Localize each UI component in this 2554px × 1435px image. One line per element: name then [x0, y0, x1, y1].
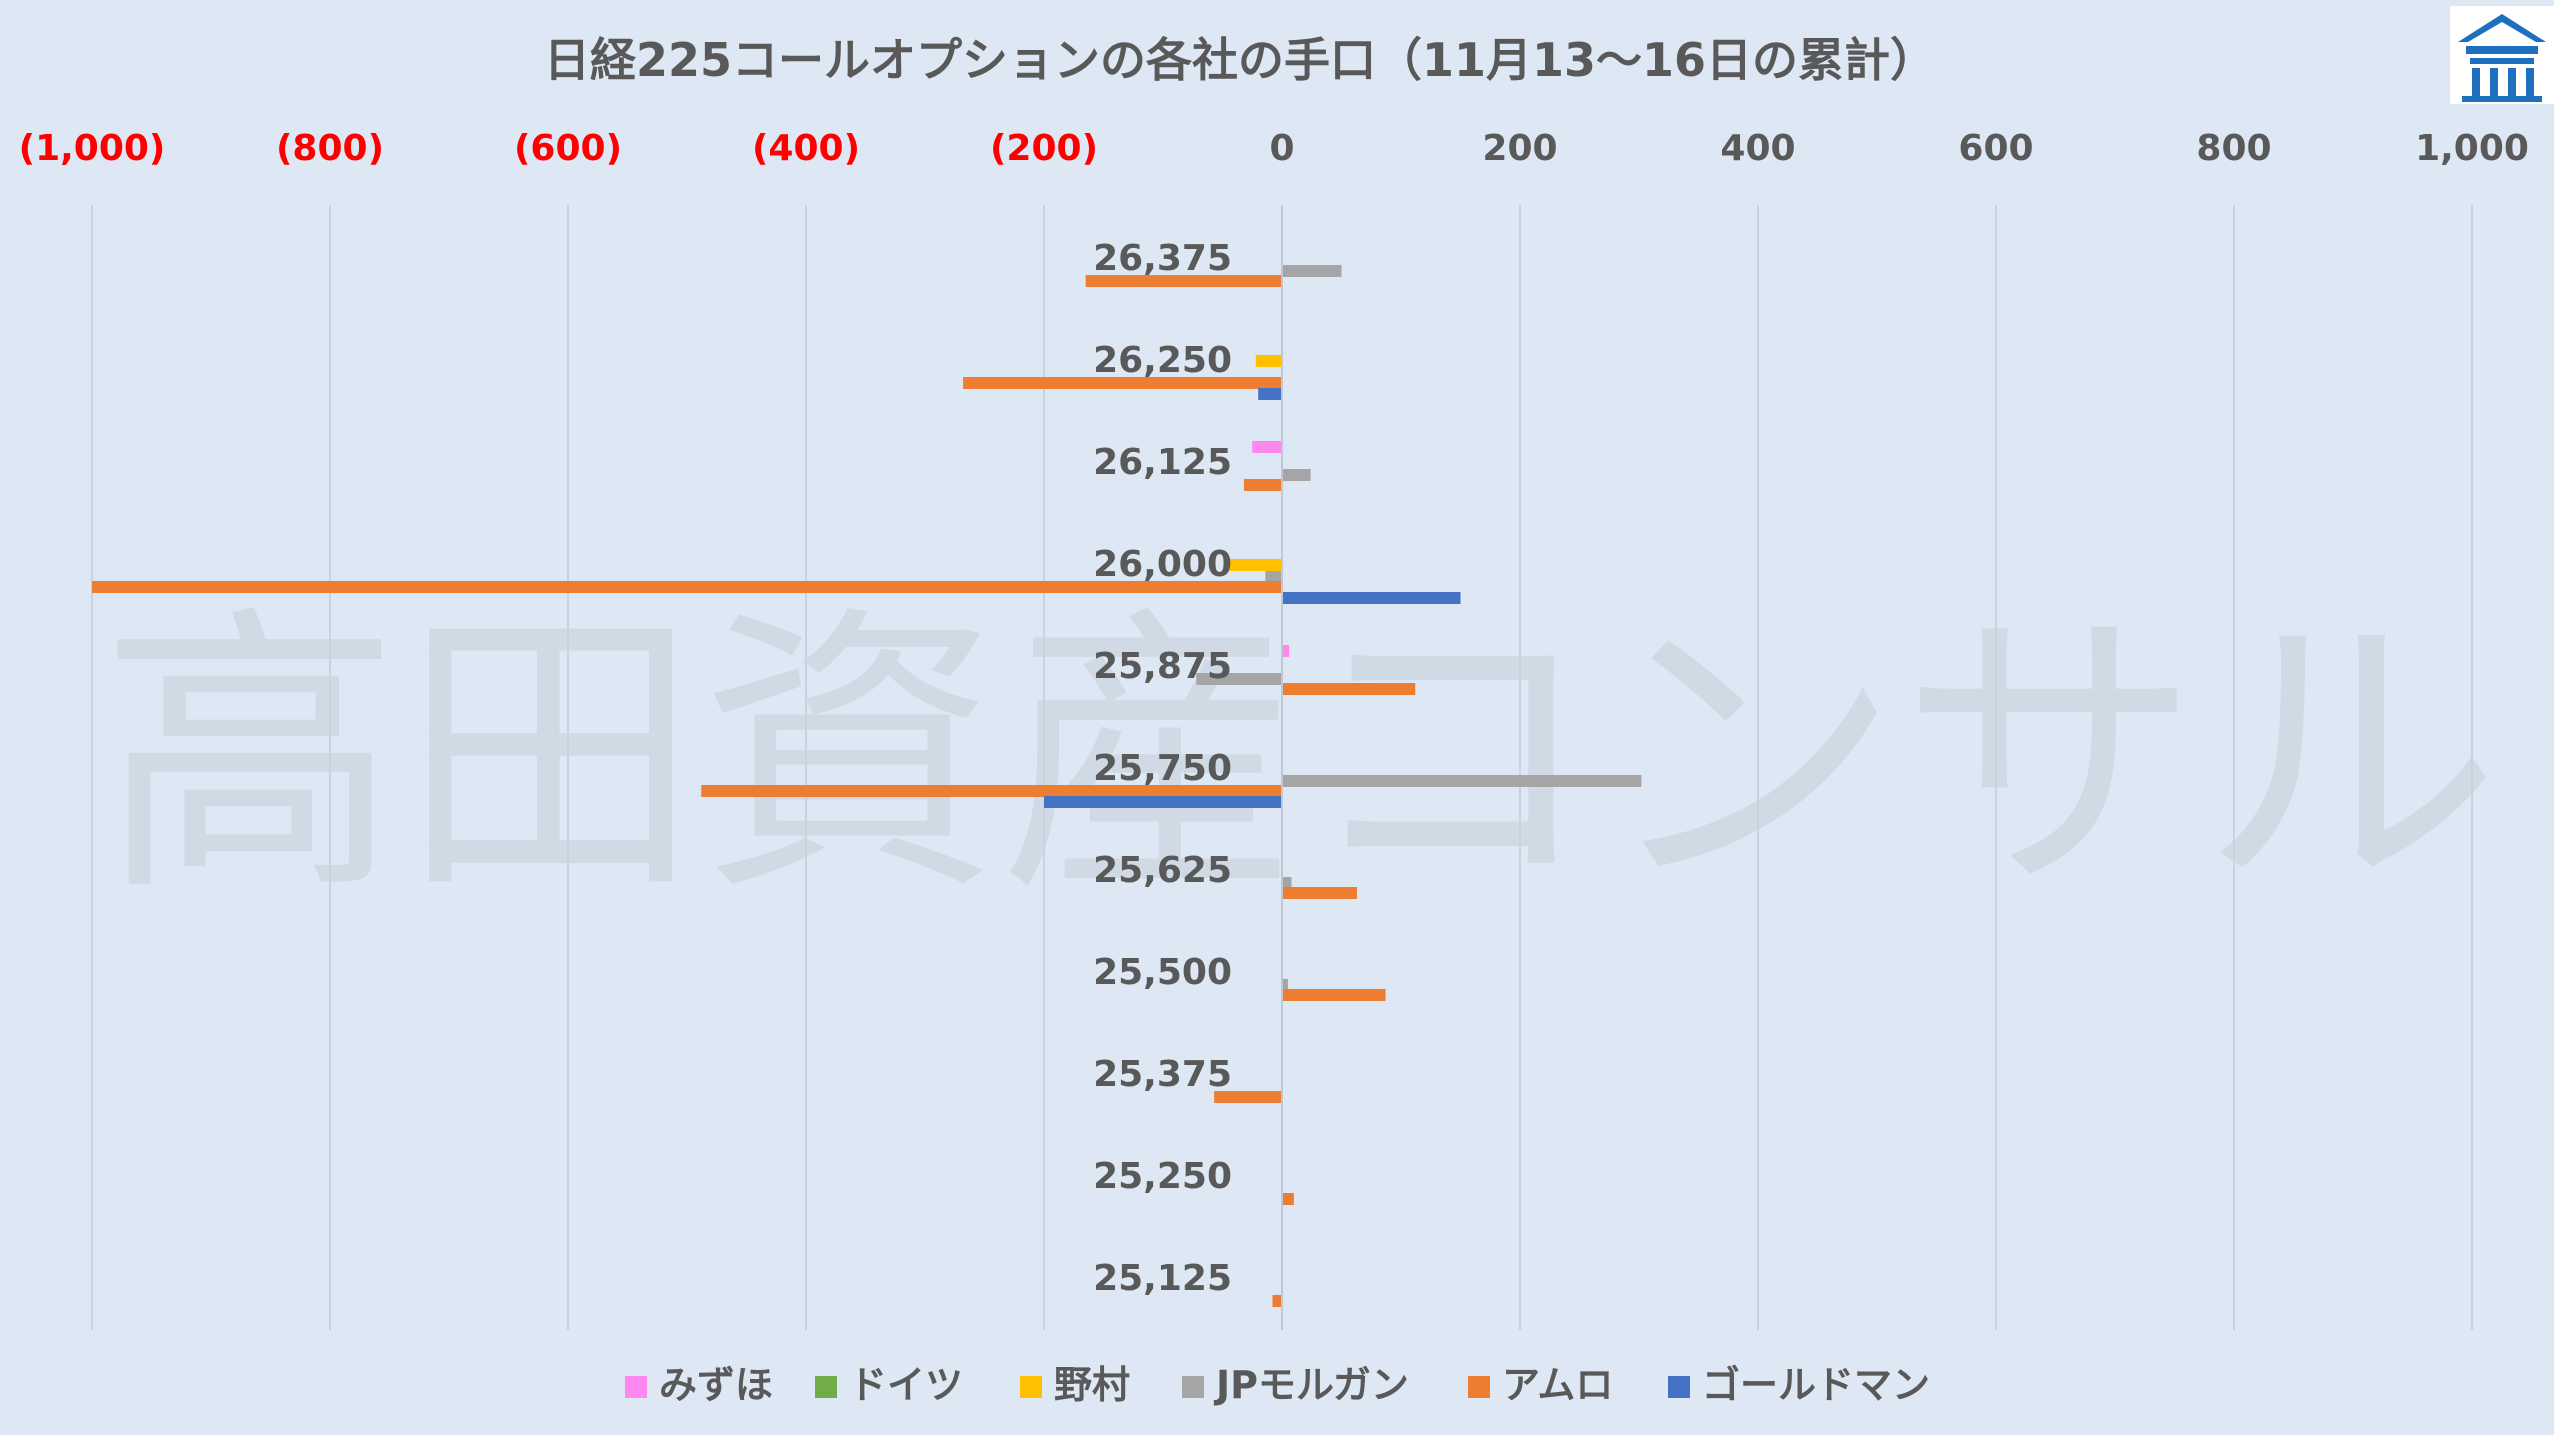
- x-tick-label: 200: [1482, 128, 1557, 169]
- bar-アムロ: [1085, 275, 1282, 287]
- bar-アムロ: [1282, 683, 1416, 695]
- chart-title: 日経225コールオプションの各社の手口（11月13〜16日の累計）: [544, 33, 1936, 87]
- x-tick-label: (800): [276, 128, 384, 169]
- bar-アムロ: [1272, 1295, 1282, 1307]
- bar-野村: [1228, 559, 1282, 571]
- legend-label: 野村: [1054, 1363, 1130, 1407]
- category-label: 25,125: [1093, 1258, 1232, 1299]
- bar-ゴールドマン: [1044, 796, 1282, 808]
- x-tick-label: 600: [1958, 128, 2033, 169]
- legend: みずほ ドイツ 野村 JPモルガン アムロ ゴールドマン: [625, 1363, 1930, 1407]
- bar-アムロ: [1243, 479, 1282, 491]
- bar-ゴールドマン: [1282, 592, 1461, 604]
- category-labels: 26,375 26,250 26,125 26,000 25,875 25,750 25,6…: [1093, 238, 1232, 1299]
- category-label: 25,875: [1093, 646, 1232, 687]
- category-label: 26,000: [1093, 544, 1232, 585]
- legend-label: ドイツ: [849, 1363, 963, 1407]
- bar-アムロ: [1214, 1091, 1282, 1103]
- category-label: 25,500: [1093, 952, 1232, 993]
- legend-label: みずほ: [659, 1363, 773, 1407]
- x-tick-label: 800: [2196, 128, 2271, 169]
- x-tick-label: 0: [1269, 128, 1294, 169]
- bar-JPモルガン: [1282, 265, 1342, 277]
- bar-みずほ: [1252, 441, 1282, 453]
- category-label: 25,375: [1093, 1054, 1232, 1095]
- bar-JPモルガン: [1265, 571, 1282, 583]
- category-label: 26,375: [1093, 238, 1232, 279]
- logo-icon: [2450, 6, 2554, 104]
- x-tick-label: (1,000): [19, 128, 166, 169]
- gridlines: [91, 205, 2473, 1330]
- legend-swatch: [815, 1376, 837, 1398]
- x-tick-label: 1,000: [2415, 128, 2529, 169]
- bar-みずほ: [1282, 645, 1290, 657]
- category-label: 26,250: [1093, 340, 1232, 381]
- bar-JPモルガン: [1282, 979, 1288, 991]
- legend-swatch: [1182, 1376, 1204, 1398]
- bar-アムロ: [701, 785, 1282, 797]
- legend-label: アムロ: [1502, 1363, 1613, 1407]
- x-tick-label: 400: [1720, 128, 1795, 169]
- x-axis-tick-labels: (1,000) (800) (600) (400) (200) 0 200 400 600 800…: [19, 128, 2529, 169]
- category-label: 26,125: [1093, 442, 1232, 483]
- bar-JPモルガン: [1282, 469, 1311, 481]
- bars: [92, 265, 1642, 1307]
- category-label: 25,250: [1093, 1156, 1232, 1197]
- bar-アムロ: [963, 377, 1282, 389]
- legend-swatch: [1020, 1376, 1042, 1398]
- bar-アムロ: [1282, 1193, 1294, 1205]
- legend-swatch: [1468, 1376, 1490, 1398]
- x-tick-label: (600): [514, 128, 622, 169]
- bar-JPモルガン: [1196, 673, 1282, 685]
- x-tick-label: (200): [990, 128, 1098, 169]
- x-tick-label: (400): [752, 128, 860, 169]
- legend-label: ゴールドマン: [1702, 1363, 1930, 1407]
- watermark-text: 高田資産コンサル: [100, 582, 2500, 931]
- legend-label: JPモルガン: [1213, 1363, 1409, 1407]
- legend-swatch: [1668, 1376, 1690, 1398]
- bar-野村: [1255, 355, 1282, 367]
- bar-JPモルガン: [1282, 877, 1292, 889]
- category-label: 25,750: [1093, 748, 1232, 789]
- bar-アムロ: [1282, 989, 1386, 1001]
- legend-swatch: [625, 1376, 647, 1398]
- category-label: 25,625: [1093, 850, 1232, 891]
- bar-ゴールドマン: [1258, 388, 1282, 400]
- bar-アムロ: [92, 581, 1282, 593]
- bar-JPモルガン: [1282, 775, 1642, 787]
- bar-アムロ: [1282, 887, 1357, 899]
